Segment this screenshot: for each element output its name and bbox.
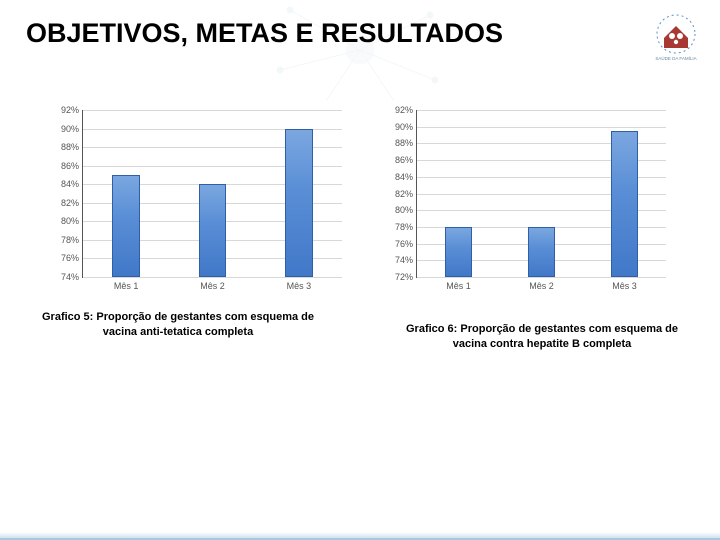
y-tick-label: 88%: [395, 138, 413, 148]
page-title: OBJETIVOS, METAS E RESULTADOS: [26, 18, 503, 49]
y-tick-label: 72%: [395, 272, 413, 282]
bar: [445, 227, 472, 277]
y-tick-label: 84%: [61, 179, 79, 189]
program-logo: SAÚDE DA FAMÍLIA: [648, 10, 704, 66]
y-tick-label: 78%: [395, 222, 413, 232]
bar: [285, 129, 313, 277]
y-tick-label: 74%: [61, 272, 79, 282]
x-tick-label: Mês 2: [529, 281, 554, 291]
x-tick-label: Mês 2: [200, 281, 225, 291]
chart-6: 72% 74% 76% 78% 80% 82% 84% 86% 88% 90% 92% Mês 1 Mê…: [382, 100, 672, 300]
y-tick-label: 86%: [61, 161, 79, 171]
y-tick-label: 88%: [61, 142, 79, 152]
y-tick-label: 90%: [395, 122, 413, 132]
y-tick-label: 80%: [61, 216, 79, 226]
chart-6-plot: 72%74%76%78%80%82%84%86%88%90%92%Mês 1Mê…: [416, 110, 666, 278]
x-tick-label: Mês 3: [287, 281, 312, 291]
y-tick-label: 76%: [61, 253, 79, 263]
y-tick-label: 78%: [61, 235, 79, 245]
y-tick-label: 82%: [395, 189, 413, 199]
chart-5-plot: 74%76%78%80%82%84%86%88%90%92%Mês 1Mês 2…: [82, 110, 342, 278]
gridline: [83, 277, 342, 278]
gridline: [83, 110, 342, 111]
x-tick-label: Mês 1: [114, 281, 139, 291]
y-tick-label: 76%: [395, 239, 413, 249]
gridline: [417, 110, 666, 111]
chart-5: 74% 76% 78% 80% 82% 84% 86% 88% 90% 92% Mês 1 Mês 2…: [48, 100, 348, 300]
y-tick-label: 74%: [395, 255, 413, 265]
bar: [528, 227, 555, 277]
chart-6-caption: Grafico 6: Proporção de gestantes com es…: [392, 322, 692, 352]
bar: [199, 184, 227, 277]
bottom-accent: [0, 532, 720, 540]
chart-5-caption: Grafico 5: Proporção de gestantes com es…: [28, 310, 328, 340]
y-tick-label: 80%: [395, 205, 413, 215]
bar: [611, 131, 638, 277]
x-tick-label: Mês 1: [446, 281, 471, 291]
y-tick-label: 90%: [61, 124, 79, 134]
svg-text:SAÚDE DA FAMÍLIA: SAÚDE DA FAMÍLIA: [655, 55, 696, 61]
x-tick-label: Mês 3: [612, 281, 637, 291]
y-tick-label: 92%: [395, 105, 413, 115]
gridline: [417, 277, 666, 278]
y-tick-label: 82%: [61, 198, 79, 208]
bar: [112, 175, 140, 277]
y-tick-label: 84%: [395, 172, 413, 182]
y-tick-label: 92%: [61, 105, 79, 115]
y-tick-label: 86%: [395, 155, 413, 165]
gridline: [417, 127, 666, 128]
